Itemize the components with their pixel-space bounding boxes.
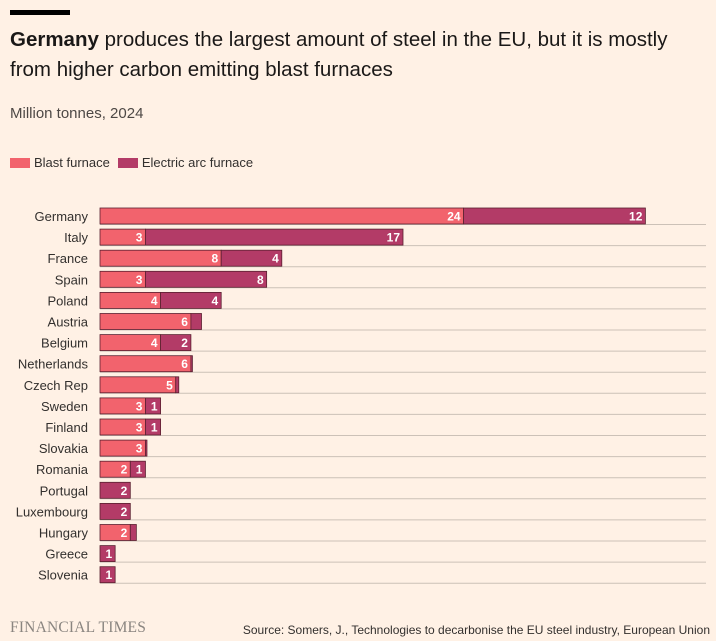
bar-electric-arc-furnace-netherlands	[190, 355, 193, 373]
bar-electric-arc-furnace-italy	[145, 228, 404, 246]
bar-electric-arc-furnace-spain	[145, 270, 268, 288]
data-label-electric-arc-furnace-greece: 1	[105, 547, 112, 561]
bar-blast-furnace-czech-rep	[99, 376, 177, 394]
data-label-blast-furnace-belgium: 4	[151, 336, 158, 350]
bar-electric-arc-furnace-sweden	[145, 397, 161, 415]
category-label-belgium: Belgium	[41, 336, 88, 351]
bar-electric-arc-furnace-luxembourg	[99, 502, 131, 520]
data-label-blast-furnace-germany: 24	[447, 210, 461, 224]
category-label-poland: Poland	[48, 293, 88, 308]
category-label-finland: Finland	[45, 420, 88, 435]
data-label-blast-furnace-spain: 3	[136, 273, 143, 287]
source-note: Source: Somers, J., Technologies to deca…	[242, 623, 710, 637]
chart-subtitle: Million tonnes, 2024	[10, 105, 144, 122]
category-label-greece: Greece	[45, 547, 88, 562]
chart-title-rest: produces the largest amount of steel in …	[10, 28, 668, 81]
category-label-netherlands: Netherlands	[18, 357, 89, 372]
bar-electric-arc-furnace-poland	[160, 292, 222, 309]
bar-blast-furnace-austria	[99, 313, 192, 330]
chart-title: Germany produces the largest amount of s…	[10, 25, 690, 85]
bar-electric-arc-furnace-czech-rep	[175, 376, 180, 394]
category-label-romania: Romania	[36, 462, 89, 477]
data-label-electric-arc-furnace-portugal: 2	[121, 484, 128, 498]
data-label-blast-furnace-romania: 2	[121, 463, 128, 477]
bar-blast-furnace-netherlands	[99, 355, 192, 373]
category-label-germany: Germany	[35, 209, 89, 224]
data-label-electric-arc-furnace-poland: 4	[212, 294, 219, 308]
bar-electric-arc-furnace-slovenia	[99, 566, 116, 584]
legend: Blast furnace Electric arc furnace	[10, 155, 261, 170]
data-label-blast-furnace-france: 8	[212, 252, 219, 266]
category-label-italy: Italy	[64, 230, 88, 245]
bar-electric-arc-furnace-france	[220, 249, 283, 267]
legend-swatch-blast-furnace	[10, 157, 30, 168]
category-label-luxembourg: Luxembourg	[16, 504, 88, 519]
category-label-czech-rep: Czech Rep	[24, 378, 88, 393]
data-label-blast-furnace-hungary: 2	[121, 526, 128, 540]
chart-title-bold: Germany	[10, 28, 99, 51]
data-label-blast-furnace-czech-rep: 5	[166, 378, 173, 392]
data-label-electric-arc-furnace-slovenia: 1	[105, 568, 112, 582]
category-label-slovenia: Slovenia	[38, 568, 89, 583]
legend-label-electric-arc-furnace: Electric arc furnace	[141, 155, 254, 170]
category-label-sweden: Sweden	[41, 399, 88, 414]
bar-blast-furnace-germany	[99, 207, 465, 225]
bar-electric-arc-furnace-slovakia	[145, 439, 148, 457]
data-label-electric-arc-furnace-sweden: 1	[151, 399, 158, 413]
data-label-blast-furnace-poland: 4	[151, 294, 158, 308]
data-label-electric-arc-furnace-italy: 17	[387, 231, 401, 245]
bar-electric-arc-furnace-germany	[463, 207, 646, 225]
legend-item-electric-arc-furnace: Electric arc furnace	[117, 155, 254, 170]
data-label-electric-arc-furnace-germany: 12	[629, 210, 643, 224]
bar-electric-arc-furnace-portugal	[99, 481, 131, 499]
data-label-electric-arc-furnace-luxembourg: 2	[121, 505, 128, 519]
data-label-blast-furnace-sweden: 3	[136, 399, 143, 413]
bar-electric-arc-furnace-romania	[129, 460, 146, 478]
bar-blast-furnace-france	[99, 249, 222, 267]
legend-item-blast-furnace: Blast furnace	[10, 155, 110, 170]
category-label-france: France	[48, 251, 88, 266]
data-label-electric-arc-furnace-spain: 8	[257, 273, 264, 287]
data-label-electric-arc-furnace-romania: 1	[136, 463, 143, 477]
legend-swatch-electric-arc-furnace	[117, 157, 138, 168]
category-label-slovakia: Slovakia	[39, 441, 89, 456]
data-label-blast-furnace-finland: 3	[136, 421, 143, 435]
bar-electric-arc-furnace-austria	[190, 313, 202, 330]
category-label-austria: Austria	[48, 315, 89, 330]
data-label-electric-arc-furnace-france: 4	[272, 252, 279, 266]
category-label-portugal: Portugal	[40, 483, 89, 498]
data-label-electric-arc-furnace-finland: 1	[151, 421, 158, 435]
ft-logo: FINANCIAL TIMES	[10, 619, 147, 636]
category-label-spain: Spain	[55, 272, 88, 287]
legend-label-blast-furnace: Blast furnace	[34, 155, 110, 170]
data-label-blast-furnace-netherlands: 6	[181, 357, 188, 371]
data-label-electric-arc-furnace-belgium: 2	[181, 336, 188, 350]
header-accent-bar	[10, 10, 70, 15]
category-label-hungary: Hungary	[39, 526, 89, 541]
data-label-blast-furnace-austria: 6	[181, 315, 188, 329]
data-label-blast-furnace-slovakia: 3	[136, 442, 143, 456]
bar-electric-arc-furnace-greece	[99, 545, 116, 563]
bar-electric-arc-furnace-hungary	[129, 524, 137, 541]
data-label-blast-furnace-italy: 3	[136, 231, 143, 245]
bar-electric-arc-furnace-finland	[145, 418, 161, 436]
bar-electric-arc-furnace-belgium	[160, 334, 192, 352]
